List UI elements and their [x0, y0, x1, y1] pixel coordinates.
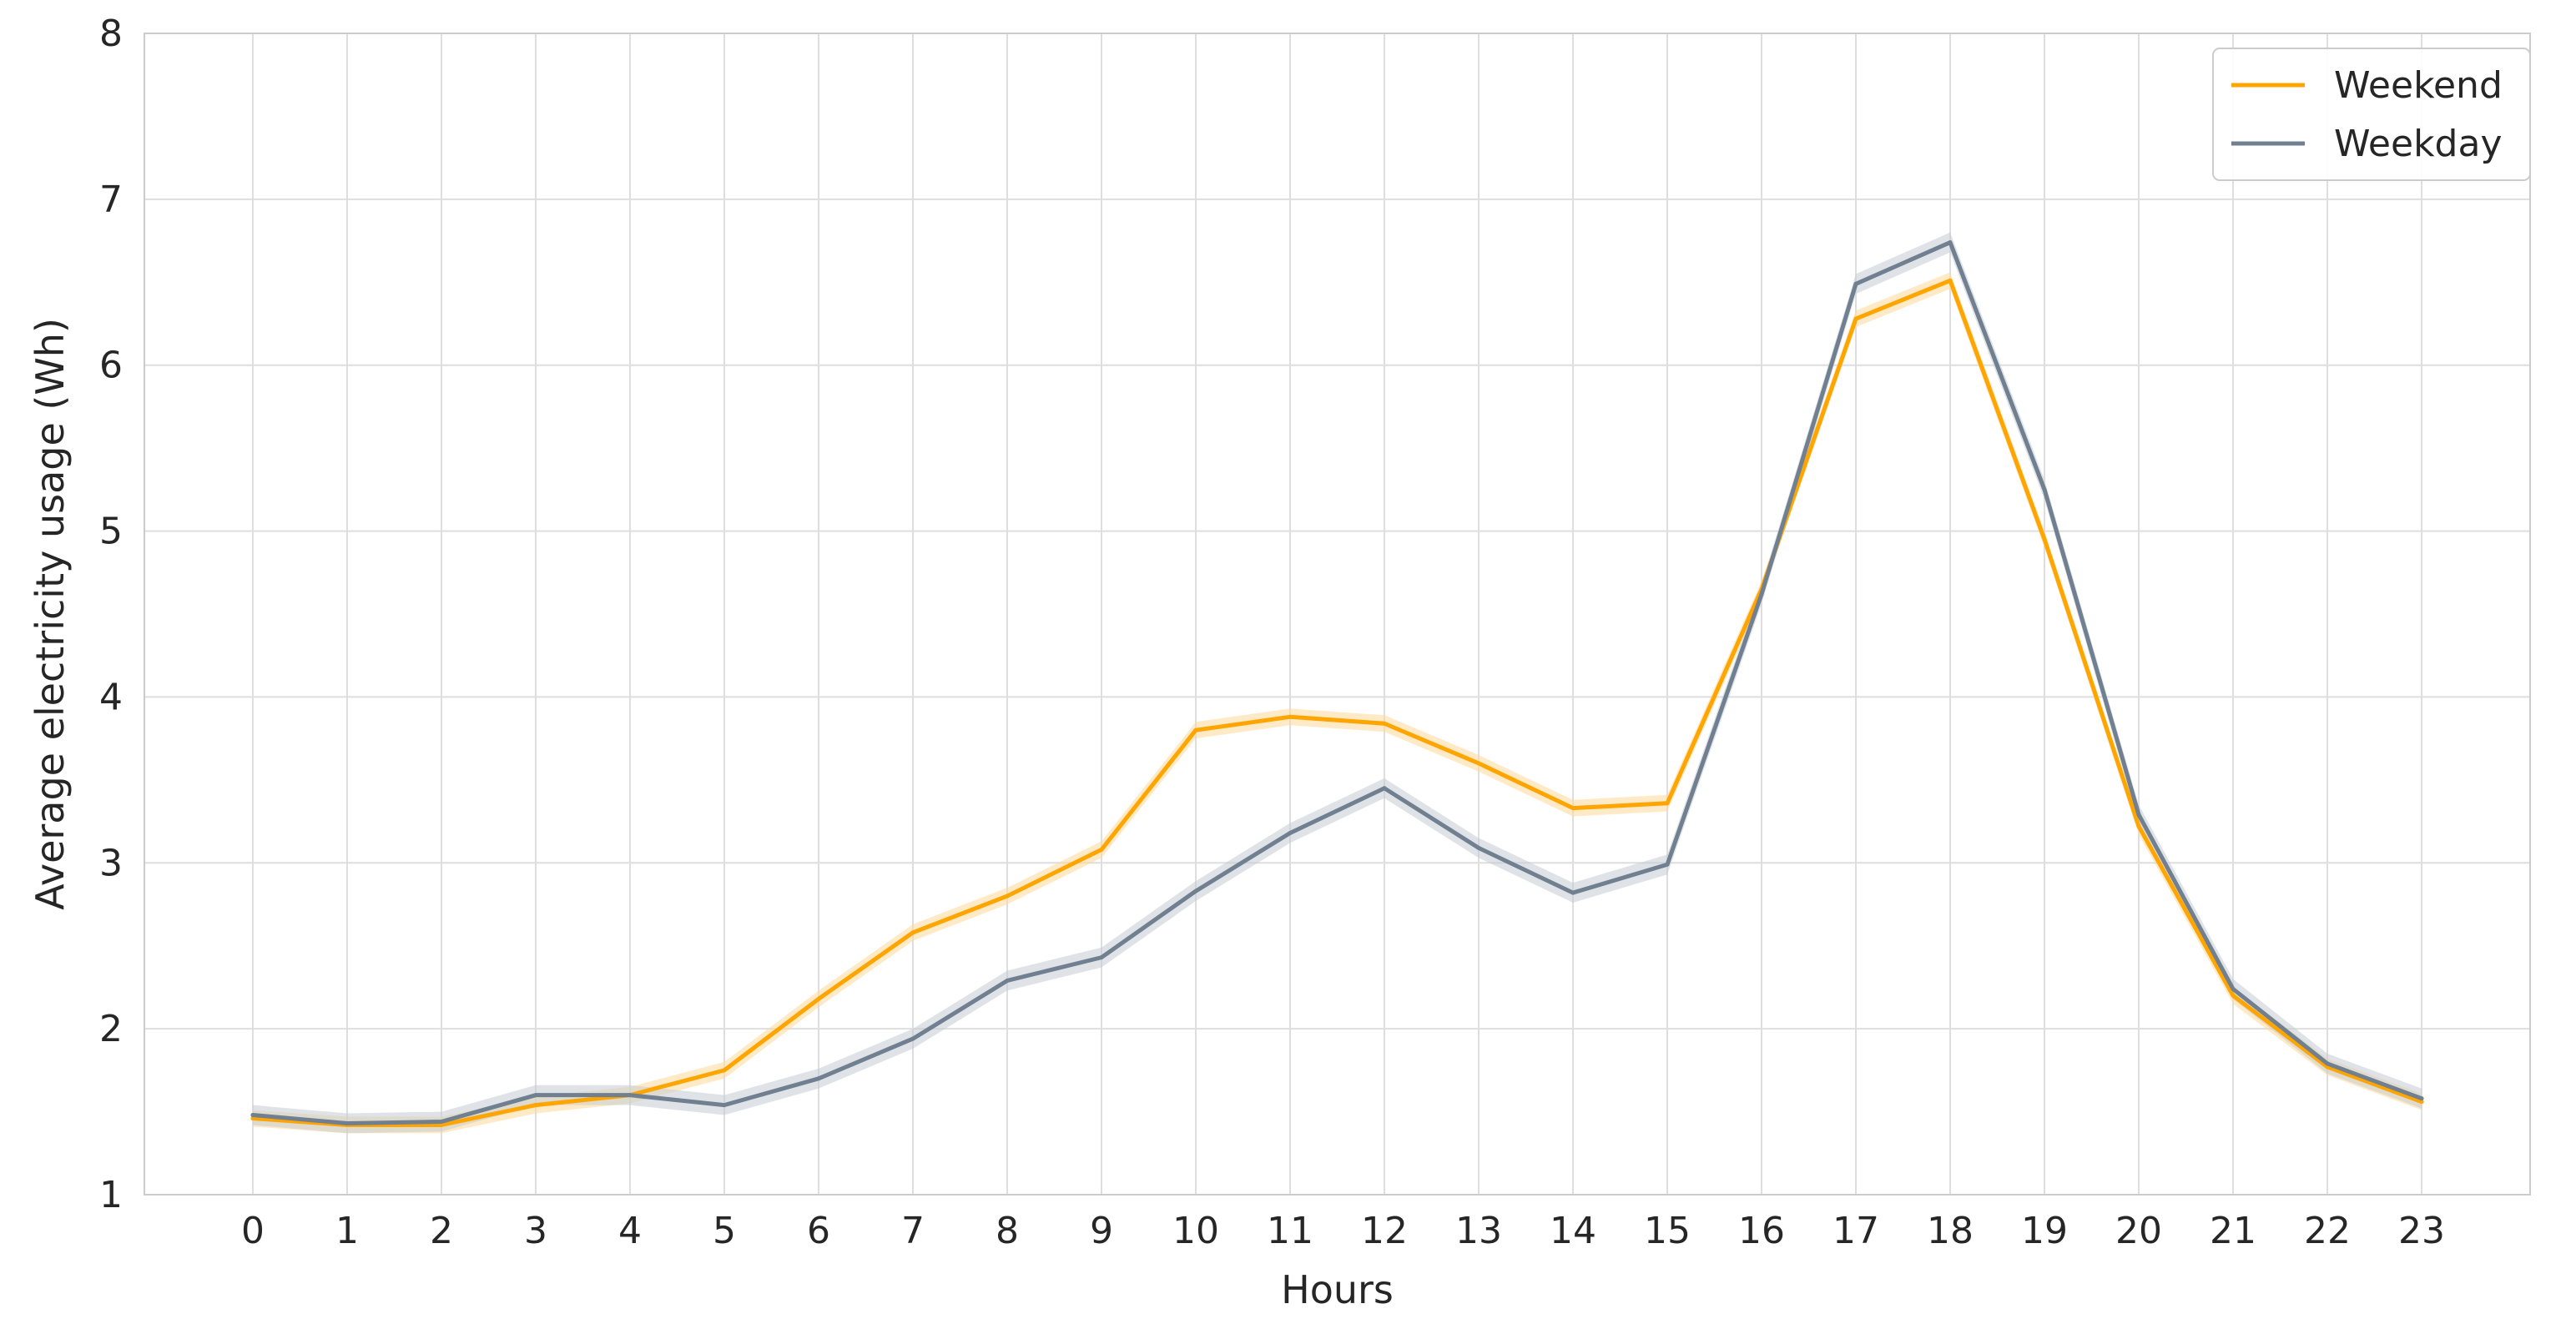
- weekday-point: [722, 1103, 727, 1108]
- weekend-point: [2042, 537, 2047, 542]
- weekday-point: [1005, 978, 1010, 983]
- weekend-point: [2136, 824, 2141, 829]
- y-tick-label: 1: [99, 1174, 123, 1216]
- x-tick-label: 13: [1455, 1210, 1502, 1252]
- x-tick-label: 0: [241, 1210, 265, 1252]
- weekday-point: [1288, 830, 1293, 835]
- x-tick-label: 6: [807, 1210, 830, 1252]
- weekday-line: [250, 240, 2424, 1125]
- weekday-point: [345, 1120, 350, 1125]
- weekday-point: [628, 1093, 633, 1098]
- weekday-point: [1570, 890, 1575, 895]
- weekend-point: [910, 930, 915, 935]
- x-tick-label: 3: [524, 1210, 547, 1252]
- weekend-point: [2231, 993, 2236, 998]
- weekday-point: [910, 1036, 915, 1041]
- x-tick-label: 7: [901, 1210, 925, 1252]
- x-tick-label: 14: [1550, 1210, 1596, 1252]
- weekend-point: [1665, 801, 1670, 806]
- weekend-point: [533, 1103, 538, 1108]
- x-tick-label: 8: [996, 1210, 1019, 1252]
- series-lines: [250, 240, 2424, 1127]
- x-tick-label: 22: [2304, 1210, 2351, 1252]
- weekend-point: [2419, 1100, 2424, 1105]
- weekend-point: [1570, 806, 1575, 811]
- weekend-point: [1193, 727, 1198, 732]
- x-tick-label: 11: [1267, 1210, 1313, 1252]
- weekday-point: [250, 1113, 255, 1118]
- y-tick-labels: 1 2 3 4 5 6 7 8: [99, 13, 123, 1216]
- weekday-point: [2231, 986, 2236, 991]
- y-tick-label: 6: [99, 345, 123, 387]
- weekday-point: [2325, 1061, 2330, 1066]
- y-tick-label: 3: [99, 842, 123, 884]
- weekday-point: [1948, 240, 1953, 245]
- x-tick-label: 15: [1644, 1210, 1691, 1252]
- weekend-point: [250, 1116, 255, 1121]
- x-tick-labels: 0 1 2 3 4 5 6 7 8 9 10 11 12 13 14 15 16 17 18 19 20 21 22 23: [241, 1210, 2445, 1252]
- weekend-point: [816, 996, 821, 1001]
- weekday-point: [1382, 786, 1387, 791]
- plot-frame: [144, 33, 2531, 1196]
- x-tick-label: 2: [430, 1210, 453, 1252]
- weekend-point: [1005, 894, 1010, 899]
- weekday-point: [1099, 955, 1104, 960]
- weekend-point: [1853, 316, 1858, 321]
- weekday-point: [2136, 813, 2141, 818]
- weekday-point: [533, 1093, 538, 1098]
- y-tick-label: 5: [99, 511, 123, 553]
- legend-label-weekend: Weekend: [2334, 64, 2503, 107]
- weekday-point: [816, 1076, 821, 1081]
- y-tick-label: 8: [99, 13, 123, 55]
- x-tick-label: 12: [1361, 1210, 1408, 1252]
- x-tick-label: 23: [2398, 1210, 2445, 1252]
- x-tick-label: 1: [335, 1210, 359, 1252]
- weekday-point: [2042, 487, 2047, 492]
- weekend-point: [1099, 847, 1104, 852]
- y-tick-label: 4: [99, 676, 123, 718]
- x-tick-label: 18: [1927, 1210, 1974, 1252]
- y-tick-label: 2: [99, 1008, 123, 1050]
- x-tick-label: 16: [1738, 1210, 1785, 1252]
- weekend-point: [439, 1122, 444, 1127]
- weekday-point: [2419, 1096, 2424, 1101]
- weekend-point: [1288, 714, 1293, 719]
- y-axis-label: Average electricity usage (Wh): [28, 318, 73, 910]
- weekday-point: [1665, 862, 1670, 867]
- x-tick-label: 20: [2115, 1210, 2162, 1252]
- weekend-point: [1382, 721, 1387, 726]
- plot-area: [144, 33, 2530, 1195]
- x-tick-label: 5: [713, 1210, 736, 1252]
- legend-box: [2212, 48, 2531, 181]
- x-tick-label: 9: [1090, 1210, 1113, 1252]
- x-tick-label: 4: [618, 1210, 642, 1252]
- weekend-point: [722, 1068, 727, 1073]
- weekend-point: [1948, 278, 1953, 283]
- weekend-point: [1476, 761, 1481, 766]
- legend: Weekend Weekday: [2212, 48, 2531, 181]
- weekday-point: [1759, 591, 1764, 597]
- legend-label-weekday: Weekday: [2334, 123, 2502, 165]
- weekday-point: [439, 1120, 444, 1125]
- weekday-point: [1476, 845, 1481, 850]
- weekday-point: [1853, 281, 1858, 286]
- x-tick-label: 10: [1172, 1210, 1219, 1252]
- y-tick-label: 7: [99, 179, 123, 221]
- weekday-point: [1193, 888, 1198, 894]
- x-axis-label: Hours: [1281, 1267, 1394, 1312]
- x-tick-label: 21: [2210, 1210, 2256, 1252]
- x-tick-label: 17: [1832, 1210, 1879, 1252]
- x-tick-label: 19: [2021, 1210, 2068, 1252]
